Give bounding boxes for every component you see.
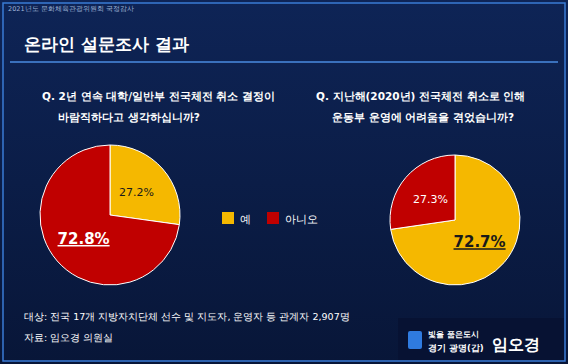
pie-slice — [110, 145, 180, 225]
question: Q. 2년 연속 대학/일반부 전국체전 취소 결정이 — [42, 90, 275, 102]
footer-text: 자료: 임오경 의원실 — [24, 332, 113, 343]
question: 운동부 운영에 어려움을 겪었습니까? — [332, 111, 514, 123]
pie — [390, 155, 520, 285]
badge-district: 경기 광명(갑) — [428, 343, 484, 353]
badge-name: 임오경 — [492, 335, 540, 354]
pie-labels: 72.7% 27.3% — [413, 193, 506, 252]
legend-label: 아니오 — [285, 213, 318, 226]
badge-logo — [408, 331, 422, 349]
pie-slice — [40, 145, 179, 285]
badge-slogan: 빛을 품은도시 — [428, 330, 479, 339]
legend-swatch — [222, 212, 234, 224]
data-label: 27.3% — [413, 193, 448, 206]
pie-labels: 27.2% 72.8% — [58, 186, 154, 248]
question: 바람직하다고 생각하십니까? — [58, 111, 200, 123]
footer-text: 대상: 전국 17개 지방자치단체 선수 및 지도자, 운영자 등 관계자 2,… — [24, 311, 350, 322]
header-note: 2021년도 문화체육관광위원회 국정감사 — [8, 5, 134, 13]
pie-slice — [390, 155, 455, 229]
legend-swatch — [267, 212, 279, 224]
data-label: 72.8% — [58, 230, 110, 248]
pie — [40, 145, 180, 285]
background — [0, 0, 568, 364]
data-label: 27.2% — [119, 186, 154, 199]
legend-label: 예 — [240, 213, 251, 226]
title-rule — [10, 61, 558, 63]
badge-box — [398, 318, 564, 360]
question: Q. 지난해(2020년) 전국체전 취소로 인해 — [316, 90, 525, 102]
canvas: 2021년도 문화체육관광위원회 국정감사온라인 설문조사 결과 Q. 2년 연속… — [0, 0, 568, 364]
pie-slice — [391, 155, 520, 285]
title: 온라인 설문조사 결과 — [24, 34, 189, 54]
frame — [3, 3, 565, 361]
data-label: 72.7% — [454, 233, 506, 251]
